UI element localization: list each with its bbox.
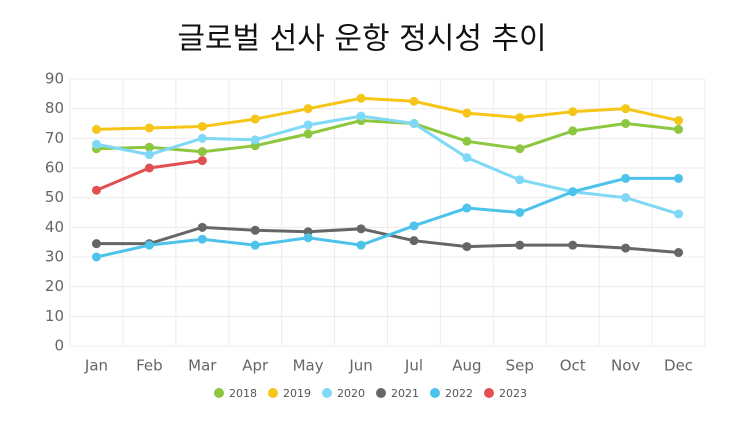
legend-label: 2023 [499,387,527,400]
y-tick-label: 80 [45,99,64,117]
legend-label: 2020 [337,387,365,400]
point [356,93,366,103]
y-tick-label: 90 [45,70,64,88]
point [91,239,101,249]
line [96,96,679,131]
point [409,236,419,246]
point [674,248,684,258]
point [144,150,154,160]
point [303,129,313,139]
y-tick-label: 40 [45,218,64,236]
line [96,176,679,259]
point [91,185,101,195]
legend-label: 2022 [445,387,473,400]
point [462,153,472,163]
x-tick-label: Apr [242,357,269,375]
point [568,187,578,197]
point [197,156,207,166]
point [462,108,472,118]
point [250,114,260,124]
x-tick-label: Jun [348,357,372,375]
y-tick-label: 10 [45,307,64,325]
point [621,173,631,183]
point [356,240,366,250]
y-tick-label: 20 [45,277,64,295]
point [303,120,313,130]
legend-label: 2019 [283,387,311,400]
x-tick-label: Feb [136,357,163,375]
point [409,119,419,128]
point [462,203,472,213]
y-tick-label: 0 [54,337,64,355]
point [515,240,525,250]
point [250,225,260,235]
point [409,96,419,106]
point [515,175,525,185]
legend-swatch [430,388,440,398]
point [197,147,207,157]
chart-title: 글로벌 선사 운항 정시성 추이 [177,22,546,57]
point [568,126,578,136]
y-tick-label: 70 [45,129,64,147]
x-tick-label: Nov [611,357,640,375]
point [91,252,101,262]
point [674,116,684,126]
point [621,104,631,114]
point [409,221,419,231]
point [515,208,525,217]
x-tick-label: Mar [188,357,217,375]
point [197,222,207,232]
point [515,113,525,123]
point [144,240,154,250]
line [96,114,679,216]
point [197,121,207,131]
point [250,135,260,145]
point [303,104,313,114]
point [515,144,525,154]
x-tick-label: Jul [404,357,423,375]
legend-label: 2018 [229,387,257,400]
point [144,163,154,173]
legend-swatch [322,388,332,398]
x-tick-label: May [293,357,324,375]
point [356,224,366,234]
x-tick-label: Dec [664,357,693,375]
point [197,133,207,143]
legend-swatch [214,388,224,398]
legend-swatch [268,388,278,398]
point [568,240,578,250]
point [674,173,684,183]
legend-label: 2021 [391,387,419,400]
point [621,119,631,128]
x-tick-label: Aug [452,357,481,375]
point [197,234,207,244]
y-tick-label: 50 [45,188,64,206]
point [91,139,101,149]
point [91,124,101,134]
line [96,119,679,154]
x-tick-label: Jan [84,357,108,375]
point [621,243,631,253]
point [462,242,472,252]
legend-swatch [484,388,494,398]
point [621,193,631,203]
point [674,124,684,134]
point [674,209,684,219]
point [462,136,472,146]
point [250,240,260,250]
point [356,111,366,121]
point [144,142,154,152]
x-tick-label: Sep [506,357,534,375]
legend-swatch [376,388,386,398]
x-tick-label: Oct [560,357,586,375]
point [303,233,313,243]
point [568,107,578,117]
y-tick-label: 60 [45,159,64,177]
point [144,123,154,133]
y-tick-label: 30 [45,248,64,266]
